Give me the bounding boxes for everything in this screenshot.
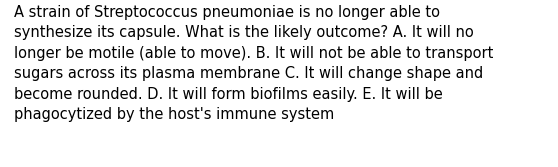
Text: A strain of Streptococcus pneumoniae is no longer able to
synthesize its capsule: A strain of Streptococcus pneumoniae is … bbox=[14, 5, 493, 122]
